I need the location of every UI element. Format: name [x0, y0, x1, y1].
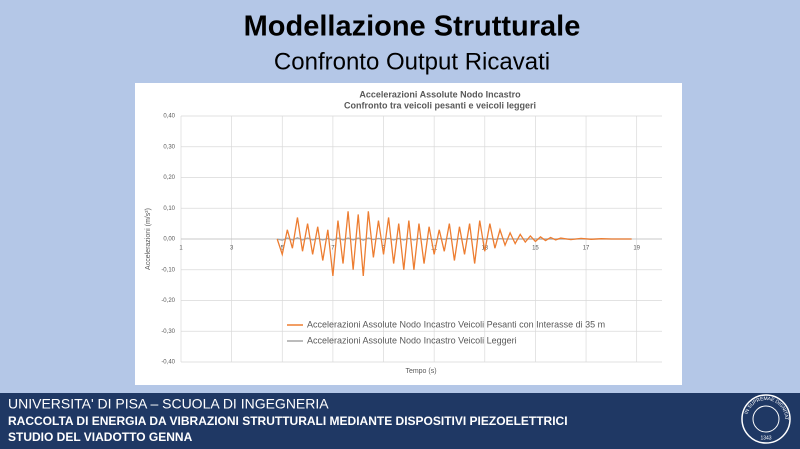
series-line [276, 211, 632, 276]
x-tick-label: 3 [230, 246, 234, 252]
footer-line: UNIVERSITA' DI PISA – SCUOLA DI INGEGNER… [8, 396, 329, 412]
slide-title: Modellazione Strutturale [244, 11, 581, 43]
x-axis-label: Tempo (s) [405, 368, 436, 375]
legend-label: Accelerazioni Assolute Nodo Incastro Vei… [307, 319, 605, 329]
legend-label: Accelerazioni Assolute Nodo Incastro Vei… [307, 335, 517, 345]
logo-inner [752, 405, 780, 433]
footer [0, 393, 800, 449]
chart-area [135, 83, 682, 385]
logo-ring [741, 394, 791, 444]
logo-year: 1343 [760, 435, 771, 441]
y-tick-label: -0,20 [161, 298, 175, 304]
x-tick-label: 5 [281, 246, 285, 252]
x-tick-label: 7 [331, 246, 335, 252]
y-tick-label: -0,30 [161, 329, 175, 335]
footer-line: RACCOLTA DI ENERGIA DA VIBRAZIONI STRUTT… [8, 414, 568, 428]
y-tick-label: 0,00 [163, 237, 175, 243]
chart-subtitle: Confronto tra veicoli pesanti e veicoli … [344, 100, 536, 110]
slide-subtitle: Confronto Output Ricavati [274, 48, 550, 75]
x-tick-label: 17 [583, 246, 590, 252]
x-tick-label: 11 [431, 246, 438, 252]
y-tick-label: -0,40 [161, 360, 175, 366]
x-tick-label: 15 [532, 246, 539, 252]
x-tick-label: 19 [633, 246, 640, 252]
y-tick-label: 0,10 [163, 206, 175, 212]
y-axis-label: Accelerazioni (m/s²) [145, 208, 152, 270]
y-tick-label: 0,40 [163, 114, 175, 120]
y-tick-label: 0,30 [163, 144, 175, 150]
x-tick-label: 1 [179, 246, 183, 252]
y-tick-label: -0,10 [161, 267, 175, 273]
y-tick-label: 0,20 [163, 175, 175, 181]
footer-line: STUDIO DEL VIADOTTO GENNA [8, 430, 193, 444]
chart-title: Accelerazioni Assolute Nodo Incastro [359, 89, 521, 99]
